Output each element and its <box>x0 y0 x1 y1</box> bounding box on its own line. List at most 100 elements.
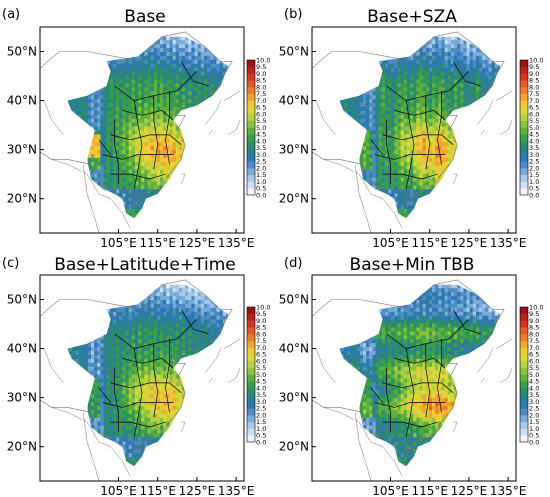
colorbar-tick-label: 4.0 <box>529 137 539 145</box>
colorbar-tick-label: 7.5 <box>256 337 266 345</box>
province-border <box>153 95 159 170</box>
colorbar-segment <box>247 93 255 101</box>
colorbar-tick-label: 10.0 <box>529 303 543 311</box>
lat-tick-label: 40°N <box>279 94 309 108</box>
colorbar-segment <box>520 120 528 128</box>
province-border <box>102 154 174 160</box>
colorbar-tick-label: 10.0 <box>256 303 270 311</box>
map-panel-3: 20°N 30°N 40°N 50°N 105°E 115°E 125°E 135°E (c) B… <box>2 255 270 497</box>
panel-title: Base <box>124 7 165 27</box>
lon-tick-label: 105°E <box>100 236 137 250</box>
province-border <box>394 110 446 121</box>
colorbar-segment <box>247 320 255 328</box>
country-border <box>312 31 505 209</box>
lat-tick-label: 30°N <box>7 143 37 157</box>
province-border <box>114 120 119 184</box>
colorbar-segment <box>520 60 528 68</box>
colorbar-tick-label: 5.5 <box>256 364 266 372</box>
colorbar-segment <box>247 73 255 81</box>
province-border <box>452 61 481 87</box>
colorbar-segment <box>520 327 528 335</box>
lon-tick-label: 135°E <box>490 236 527 250</box>
lat-tick-label: 30°N <box>279 391 309 405</box>
lon-tick-label: 135°E <box>490 484 527 497</box>
panel-title: Base+SZA <box>367 7 457 27</box>
map-panel-2: 20°N 30°N 40°N 50°N 105°E 115°E 125°E 135°E (b) B… <box>279 7 544 250</box>
colorbar-segment <box>520 320 528 328</box>
colorbar-tick-label: 8.0 <box>256 83 266 91</box>
colorbar-tick-label: 4.5 <box>529 378 539 386</box>
lat-tick-label: 30°N <box>7 391 37 405</box>
colorbar-tick-label: 0.0 <box>529 438 539 446</box>
province-border <box>405 348 415 437</box>
colorbar-tick-label: 5.0 <box>256 124 266 132</box>
colorbar-segment <box>247 435 255 443</box>
colorbar-tick-label: 2.5 <box>529 405 539 413</box>
colorbar-tick-label: 7.5 <box>529 337 539 345</box>
lat-tick-label: 50°N <box>7 293 37 307</box>
map-frame <box>39 274 245 482</box>
lon-tick-label: 135°E <box>218 484 255 497</box>
colorbar-tick-label: 4.0 <box>256 384 266 392</box>
colorbar-tick-label: 7.5 <box>256 90 266 98</box>
colorbar-segment <box>520 100 528 108</box>
country-border <box>40 31 233 209</box>
province-border <box>133 100 143 189</box>
colorbar-segment <box>520 114 528 122</box>
colorbar-segment <box>520 134 528 142</box>
lat-tick-label: 40°N <box>279 342 309 356</box>
country-border <box>312 279 505 457</box>
colorbar-tick-label: 3.0 <box>529 398 539 406</box>
colorbar-segment <box>520 347 528 355</box>
colorbar-segment <box>247 327 255 335</box>
lat-tick-label: 20°N <box>279 192 309 206</box>
colorbar-tick-label: 8.0 <box>529 83 539 91</box>
colorbar-tick-label: 3.0 <box>256 151 266 159</box>
colorbar-segment <box>520 408 528 416</box>
lat-tick-label: 30°N <box>279 143 309 157</box>
colorbar-segment <box>520 334 528 342</box>
panel-letter: (a) <box>2 7 20 22</box>
colorbar-tick-label: 3.5 <box>529 391 539 399</box>
colorbar-tick-label: 9.5 <box>529 310 539 318</box>
lon-tick-label: 115°E <box>139 236 176 250</box>
province-border <box>437 90 442 165</box>
colorbar-segment <box>520 415 528 423</box>
colorbar-segment <box>520 381 528 389</box>
province-border <box>382 134 454 145</box>
lon-tick-label: 115°E <box>411 236 448 250</box>
province-border <box>110 382 182 393</box>
colorbar-tick-label: 1.5 <box>256 418 266 426</box>
colorbar-segment <box>247 134 255 142</box>
colorbar-tick-label: 1.0 <box>256 178 266 186</box>
province-border <box>374 154 446 160</box>
colorbar-segment <box>247 313 255 321</box>
colorbar-tick-label: 8.5 <box>256 324 266 332</box>
colorbar-tick-label: 7.5 <box>529 90 539 98</box>
colorbar-tick-label: 4.5 <box>529 131 539 139</box>
colorbar-segment <box>247 408 255 416</box>
colorbar-segment <box>247 334 255 342</box>
colorbar-segment <box>247 174 255 182</box>
province-border <box>180 61 209 87</box>
province-border <box>405 100 415 189</box>
province-border <box>122 110 174 121</box>
lon-tick-label: 105°E <box>372 484 409 497</box>
province-border <box>98 139 111 155</box>
lon-tick-label: 125°E <box>451 236 488 250</box>
colorbar-tick-label: 6.0 <box>256 357 266 365</box>
map-panel-4: 20°N 30°N 40°N 50°N 105°E 115°E 125°E 135°E (d) B… <box>279 255 544 497</box>
province-border <box>153 343 159 418</box>
colorbar-tick-label: 9.5 <box>529 63 539 71</box>
colorbar-segment <box>247 374 255 382</box>
colorbar-segment <box>520 66 528 74</box>
colorbar-segment <box>247 188 255 196</box>
colorbar-tick-label: 2.5 <box>256 158 266 166</box>
province-border <box>382 421 438 428</box>
lon-tick-label: 115°E <box>139 484 176 497</box>
colorbar-tick-label: 1.0 <box>529 425 539 433</box>
province-border <box>382 173 438 180</box>
colorbar-tick-label: 3.5 <box>256 144 266 152</box>
panel-title: Base+Min TBB <box>350 255 475 275</box>
